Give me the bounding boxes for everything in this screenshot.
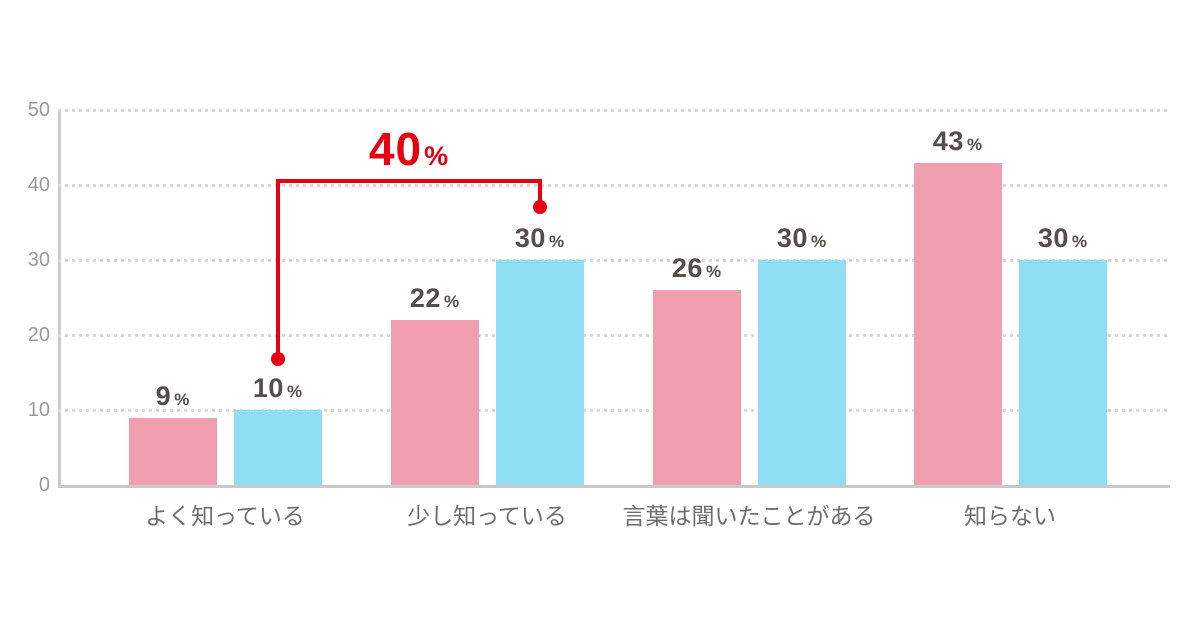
y-axis-tick-label: 40 (27, 174, 50, 196)
gridline-40 (58, 184, 1167, 187)
value-label-blue-series-2: 30% (515, 223, 564, 258)
value-number: 43 (932, 125, 964, 156)
plot-area (58, 110, 1170, 488)
y-axis-tick-label: 50 (27, 99, 50, 121)
annotation-dot-2 (532, 200, 547, 214)
bar-blue-series-2 (495, 260, 584, 485)
annotation-left-line (275, 181, 280, 359)
value-number: 30 (514, 223, 546, 253)
value-label-pink-series-3: 26% (672, 253, 721, 288)
annotation-right-line (537, 181, 542, 207)
x-axis-label-1: よく知っている (145, 503, 305, 529)
value-label-pink-series-2: 22% (410, 283, 459, 318)
value-percent-sign: % (1071, 232, 1088, 251)
y-axis-tick-label: 30 (27, 249, 50, 271)
annotation-percent-sign: % (424, 141, 449, 171)
y-axis-tick-label: 0 (38, 474, 50, 496)
value-label-pink-series-4: 43% (933, 126, 982, 161)
y-axis-tick-label: 20 (27, 324, 50, 346)
annotation-label: 40% (369, 123, 448, 187)
value-number: 10 (252, 373, 284, 403)
annotation-dot-1 (270, 352, 285, 366)
bar-blue-series-4 (1018, 260, 1107, 485)
bar-pink-series-1 (128, 417, 217, 485)
annotation-number: 40 (368, 123, 423, 175)
value-percent-sign: % (174, 389, 190, 409)
value-percent-sign: % (705, 262, 722, 281)
gridline-50 (58, 109, 1167, 112)
x-axis-label-2: 少し知っている (407, 503, 567, 529)
bar-pink-series-4 (913, 162, 1002, 485)
value-number: 30 (776, 223, 808, 253)
value-percent-sign: % (443, 292, 460, 311)
value-percent-sign: % (548, 232, 565, 251)
y-axis-tick-label: 10 (27, 399, 50, 421)
value-label-blue-series-3: 30% (777, 223, 826, 258)
gridline-30 (58, 259, 1167, 262)
bar-blue-series-3 (757, 260, 846, 485)
value-percent-sign: % (810, 232, 827, 251)
gridline-10 (58, 409, 1167, 412)
value-percent-sign: % (966, 134, 983, 154)
x-axis-label-4: 知らない (964, 503, 1056, 529)
value-number: 22 (409, 283, 441, 313)
x-axis-label-3: 言葉は聞いたことがある (622, 503, 876, 529)
value-percent-sign: % (286, 382, 303, 401)
value-number: 30 (1037, 223, 1069, 253)
bar-blue-series-1 (233, 410, 322, 485)
value-label-blue-series-1: 10% (253, 373, 302, 408)
gridline-20 (58, 334, 1167, 337)
value-label-pink-series-1: 9% (156, 381, 190, 416)
bar-pink-series-3 (652, 290, 741, 485)
annotation-bracket-top-line (275, 179, 542, 183)
value-label-blue-series-4: 30% (1038, 223, 1087, 258)
value-number: 9 (155, 380, 172, 411)
value-number: 26 (671, 253, 703, 283)
bar-pink-series-2 (390, 320, 479, 485)
